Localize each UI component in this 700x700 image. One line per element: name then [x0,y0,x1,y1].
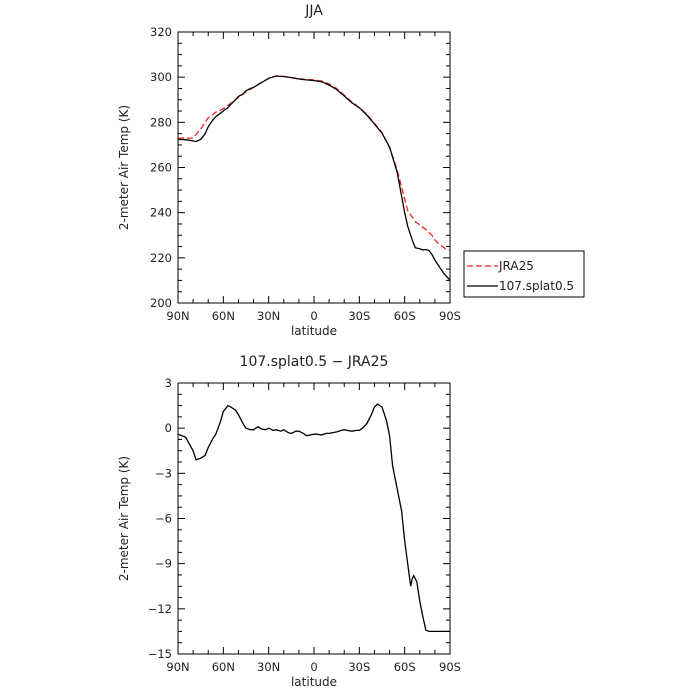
x-tick-label: 30N [257,660,280,674]
legend: JRA25 107.splat0.5 [463,250,585,298]
y-tick-label: 240 [150,206,172,220]
y-tick-label: 0 [165,421,172,435]
y-tick-label: −12 [148,602,172,616]
x-axis-label: latitude [291,675,337,689]
plot-frame [177,382,451,655]
x-tick-label: 60S [394,660,416,674]
x-tick-label: 0 [310,660,317,674]
y-tick-label: −15 [148,647,172,661]
top-chart-panel: 200 220 240 260 280 300 320 90N 60N 30N 0 30S 60S 90S… [117,3,461,338]
plot-frame [177,31,451,304]
y-tick-label: −6 [155,512,172,526]
y-tick-label: −9 [155,557,172,571]
y-axis-label: 2-meter Air Temp (K) [117,105,131,230]
y-tick-label: 300 [150,70,172,84]
x-tick-label: 90S [439,309,461,323]
x-tick-label: 30S [348,309,370,323]
x-tick-label: 90N [166,660,189,674]
x-tick-label: 60N [212,660,235,674]
x-tick-label: 90S [439,660,461,674]
x-tick-label: 90N [166,309,189,323]
chart-title: 107.splat0.5 − JRA25 [240,354,389,370]
legend-entry-label: JRA25 [498,259,534,273]
x-axis-label: latitude [291,324,337,338]
x-tick-label: 60N [212,309,235,323]
y-tick-label: 260 [150,161,172,175]
x-tick-label: 30N [257,309,280,323]
y-axis-label: 2-meter Air Temp (K) [117,456,131,581]
x-tick-label: 0 [310,309,317,323]
y-tick-label: 200 [150,296,172,310]
chart-title: JJA [304,3,323,19]
y-tick-label: 220 [150,251,172,265]
y-tick-label: 3 [165,376,172,390]
y-tick-label: 280 [150,115,172,129]
x-tick-label: 60S [394,309,416,323]
legend-box [463,250,585,298]
y-tick-label: 320 [150,25,172,39]
legend-entry-label: 107.splat0.5 [499,279,574,293]
series-line-jra25 [178,75,450,251]
series-line-difference [178,403,450,633]
series-line-107-splat0-5 [178,75,450,281]
y-tick-label: −3 [155,466,172,480]
bottom-chart-panel: −15 −12 −9 −6 −3 0 3 90N 60N 30N 0 30S 60S 90S 107.spl… [117,354,461,689]
x-tick-label: 30S [348,660,370,674]
